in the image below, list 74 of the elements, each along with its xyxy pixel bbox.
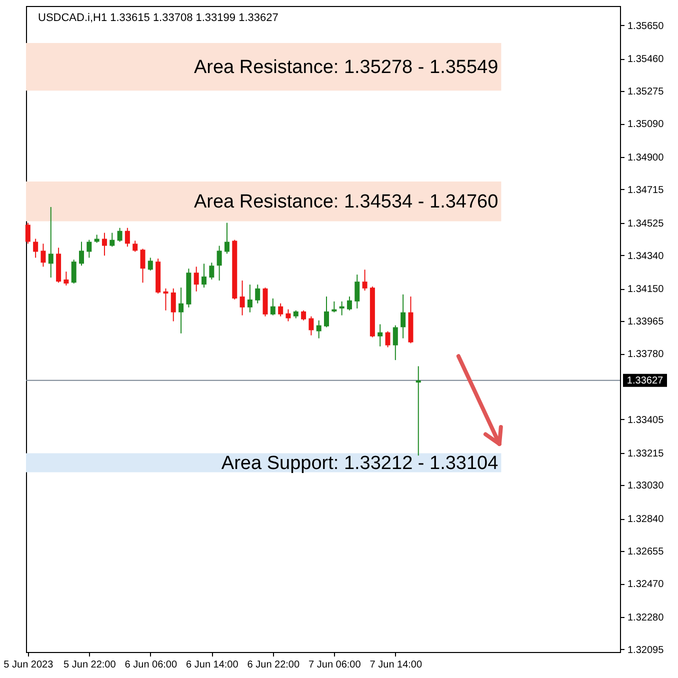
candlestick <box>148 257 153 272</box>
x-tick-label: 7 Jun 06:00 <box>308 660 362 670</box>
candlestick <box>224 222 230 254</box>
candlestick <box>79 241 84 266</box>
band-label: Area Resistance: 1.34534 - 1.34760 <box>194 191 498 212</box>
candlestick <box>178 287 184 334</box>
candlestick <box>25 222 30 244</box>
x-tick-label: 5 Jun 22:00 <box>64 660 116 670</box>
y-tick-label: 1.34525 <box>628 218 664 230</box>
candlestick <box>400 294 406 339</box>
candlestick <box>194 266 199 292</box>
candlestick <box>385 330 390 348</box>
candlestick <box>339 300 344 316</box>
ref-line-label: 1.33627 <box>626 375 664 386</box>
y-tick-label: 1.35275 <box>628 86 664 98</box>
x-tick-label: 7 Jun 14:00 <box>370 660 422 670</box>
candlestick <box>48 206 54 278</box>
candlestick <box>346 296 352 311</box>
x-tick-label: 6 Jun 14:00 <box>186 660 239 670</box>
candlestick <box>33 238 38 258</box>
y-tick-label: 1.34900 <box>628 152 664 164</box>
candlestick <box>240 280 245 316</box>
y-tick-label: 1.35650 <box>628 20 664 32</box>
candlestick <box>110 232 115 248</box>
y-tick-label: 1.35460 <box>628 54 664 66</box>
y-tick-label: 1.33965 <box>628 316 664 328</box>
candlestick <box>163 288 168 311</box>
y-tick-label: 1.32095 <box>628 644 664 656</box>
y-tick-label: 1.33780 <box>628 349 664 360</box>
x-tick-label: 6 Jun 22:00 <box>247 660 300 670</box>
candlestick <box>392 324 398 361</box>
y-tick-label: 1.34340 <box>628 250 664 262</box>
x-tick-label: 5 Jun 2023 <box>4 660 54 670</box>
candlestick <box>301 310 306 321</box>
y-tick-label: 1.33030 <box>628 480 664 492</box>
candlestick <box>202 263 207 288</box>
band-label: Area Resistance: 1.35278 - 1.35549 <box>194 56 498 78</box>
candlestick <box>332 300 337 313</box>
candlestick <box>71 259 76 284</box>
candlestick <box>255 284 260 304</box>
candlestick <box>117 227 122 242</box>
candlestick <box>308 316 314 336</box>
candlestick <box>362 269 368 292</box>
candlestick <box>132 240 138 252</box>
candlestick <box>354 274 360 309</box>
y-tick-label: 1.32470 <box>628 579 664 590</box>
y-tick-label: 1.34150 <box>628 284 664 296</box>
candlestick <box>102 232 107 256</box>
candlestick <box>286 308 291 322</box>
candlestick <box>378 324 383 347</box>
candlestick <box>278 302 284 317</box>
y-tick-label: 1.32280 <box>628 612 664 624</box>
candlestick <box>170 288 176 322</box>
candlestick <box>209 262 214 280</box>
y-tick-label: 1.34715 <box>628 184 664 196</box>
candlestick <box>40 243 46 268</box>
candlestick <box>416 366 421 456</box>
candlestick <box>64 271 69 286</box>
y-tick-label: 1.33215 <box>628 448 664 460</box>
candlestick <box>140 248 146 284</box>
candlestick <box>124 227 130 248</box>
candlestick <box>324 296 330 328</box>
text: USDCAD.i,H1 1.33615 1.33708 1.33199 1.33627 <box>38 12 278 24</box>
candlestick <box>316 320 322 339</box>
candlestick <box>270 298 276 316</box>
candlestick <box>247 284 252 313</box>
x-tick-label: 6 Jun 06:00 <box>124 660 178 670</box>
y-tick-label: 1.35090 <box>628 119 664 130</box>
candlestick <box>216 245 222 282</box>
y-tick-label: 1.32655 <box>628 546 664 558</box>
y-tick-label: 1.32840 <box>628 514 664 526</box>
candlestick <box>86 239 92 258</box>
y-tick-label: 1.33405 <box>628 414 664 426</box>
band-label: Area Support: 1.33212 - 1.33104 <box>221 452 499 474</box>
